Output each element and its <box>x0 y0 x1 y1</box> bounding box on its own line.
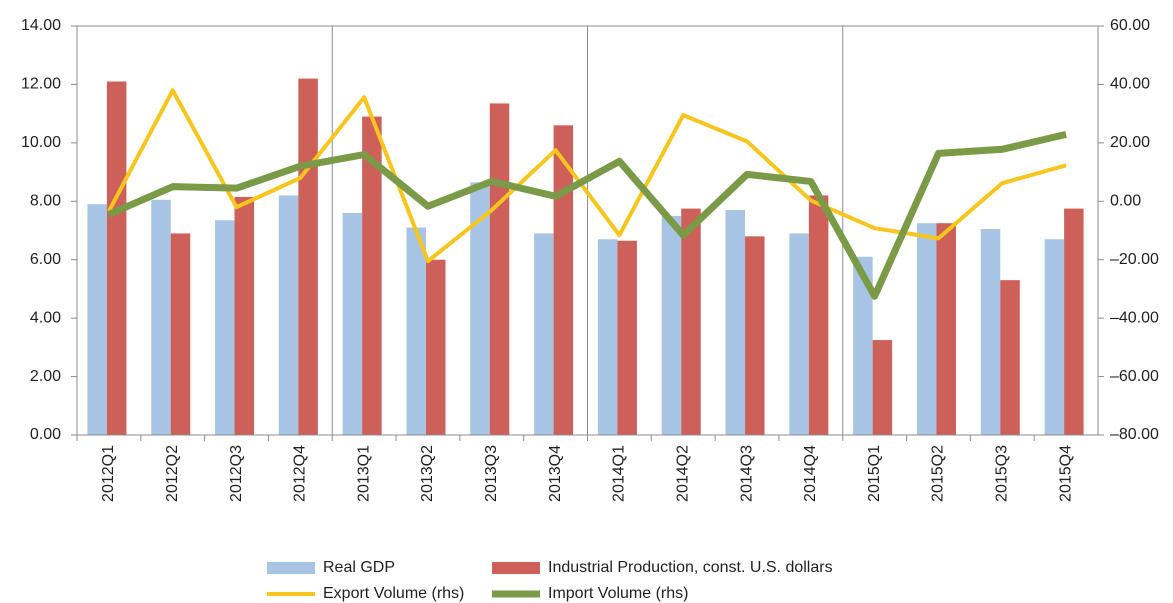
bar <box>1044 239 1065 435</box>
bar <box>916 223 937 435</box>
x-tick-label: 2013Q2 <box>419 445 436 502</box>
bar <box>342 212 363 435</box>
bar <box>553 125 574 435</box>
x-tick-label: 2014Q4 <box>802 445 819 502</box>
bar <box>470 182 490 435</box>
legend-label: Industrial Production, const. U.S. dolla… <box>548 559 833 576</box>
x-tick-label: 2013Q4 <box>547 445 564 502</box>
y-tick-label: 0.00 <box>30 426 61 443</box>
y2-tick-label: 20.00 <box>1110 134 1150 151</box>
line-series <box>107 130 1067 300</box>
bar <box>681 208 701 435</box>
y-tick-label: 14.00 <box>21 17 61 34</box>
x-tick-label: 2015Q4 <box>1057 445 1074 502</box>
y2-tick-label: 40.00 <box>1110 76 1150 93</box>
x-tick-label: 2015Q2 <box>930 445 947 502</box>
bar <box>489 103 510 436</box>
bar <box>936 223 956 435</box>
legend-label: Real GDP <box>323 559 395 576</box>
bar <box>425 259 446 435</box>
y-tick-label: 6.00 <box>30 251 61 268</box>
y-tick-label: 4.00 <box>30 309 61 326</box>
x-tick-label: 2014Q2 <box>674 445 691 502</box>
bar <box>745 236 765 435</box>
x-tick-label: 2014Q3 <box>738 445 755 502</box>
y2-tick-label: –60.00 <box>1110 368 1159 385</box>
bar <box>661 215 682 435</box>
bar <box>1064 208 1084 435</box>
x-tick-label: 2014Q1 <box>611 445 628 502</box>
x-tick-label: 2012Q1 <box>100 445 117 502</box>
bar <box>872 340 893 435</box>
bar <box>106 81 127 435</box>
bar <box>808 195 829 435</box>
y2-tick-label: –80.00 <box>1110 426 1159 443</box>
y2-tick-label: –20.00 <box>1110 251 1159 268</box>
y-tick-label: 8.00 <box>30 193 61 210</box>
y-tick-label: 12.00 <box>21 76 61 93</box>
x-tick-label: 2015Q1 <box>866 445 883 502</box>
bar <box>406 227 426 435</box>
y2-tick-label: 0.00 <box>1110 193 1141 210</box>
y2-tick-label: 60.00 <box>1110 17 1150 34</box>
bar <box>170 233 191 435</box>
legend-label: Export Volume (rhs) <box>323 585 464 602</box>
x-tick-label: 2013Q3 <box>483 445 500 502</box>
bar <box>87 204 107 435</box>
y2-tick-label: –40.00 <box>1110 309 1159 326</box>
bar <box>234 196 255 435</box>
bar <box>853 256 873 435</box>
bar <box>362 116 382 436</box>
bar <box>534 233 554 435</box>
bar <box>1000 280 1020 435</box>
x-tick-label: 2012Q3 <box>228 445 245 502</box>
bar <box>215 220 235 435</box>
bar <box>298 78 318 435</box>
bar <box>597 239 618 435</box>
x-tick-label: 2012Q2 <box>164 445 181 502</box>
legend-swatch <box>267 562 315 574</box>
bar <box>725 210 746 435</box>
bar <box>617 240 637 435</box>
bar <box>278 195 299 435</box>
y-tick-label: 10.00 <box>21 134 61 151</box>
bar <box>980 229 1001 435</box>
y-tick-label: 2.00 <box>30 368 61 385</box>
x-tick-label: 2013Q1 <box>355 445 372 502</box>
bar <box>789 233 809 435</box>
bar <box>151 199 171 435</box>
legend-swatch <box>492 562 540 574</box>
legend-label: Import Volume (rhs) <box>548 585 688 602</box>
x-tick-label: 2012Q4 <box>292 445 309 502</box>
x-tick-label: 2015Q3 <box>994 445 1011 502</box>
